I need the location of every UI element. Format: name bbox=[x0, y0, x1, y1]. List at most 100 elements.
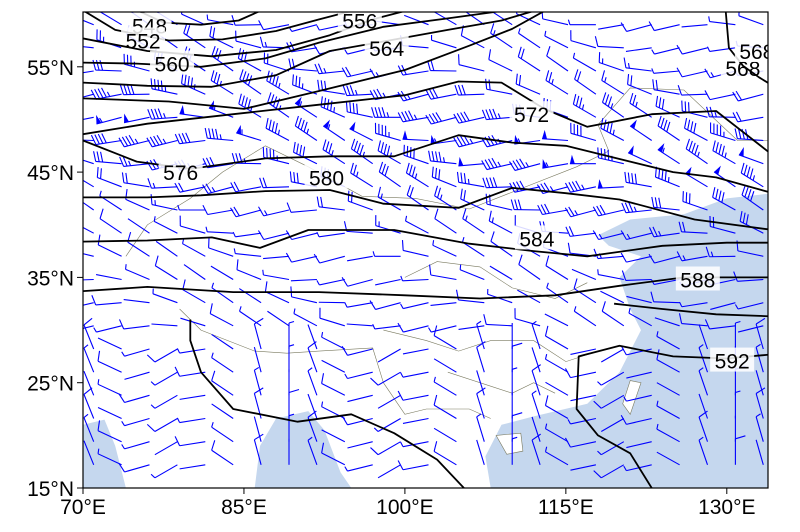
border-line bbox=[404, 261, 588, 299]
wind-barb bbox=[462, 208, 485, 234]
wind-barb bbox=[648, 21, 680, 32]
wind-barb bbox=[433, 394, 457, 419]
wind-barb bbox=[511, 342, 523, 373]
wind-barb bbox=[322, 119, 346, 141]
x-tick-label: 100°E bbox=[376, 496, 433, 519]
wind-barb bbox=[319, 307, 345, 327]
wind-barb bbox=[623, 57, 652, 72]
wind-barb bbox=[755, 387, 766, 419]
wind-barb bbox=[698, 344, 709, 373]
wind-barb bbox=[652, 79, 680, 95]
wind-barb bbox=[648, 226, 680, 238]
wind-barb bbox=[626, 371, 652, 379]
wind-barb bbox=[490, 231, 513, 257]
wind-barb bbox=[146, 418, 178, 432]
wind-barb bbox=[598, 24, 624, 30]
wind-barb bbox=[372, 251, 401, 257]
wind-barb bbox=[397, 390, 429, 401]
wind-barb bbox=[598, 52, 624, 72]
x-tick-label: 70°E bbox=[60, 496, 106, 519]
wind-barb bbox=[657, 143, 680, 165]
taiwan-island bbox=[622, 380, 642, 415]
wind-barb bbox=[321, 373, 346, 396]
wind-barb bbox=[544, 313, 569, 327]
wind-barb bbox=[624, 171, 652, 188]
border-line bbox=[125, 87, 768, 257]
wind-barb bbox=[573, 278, 597, 304]
wind-barb bbox=[316, 196, 345, 211]
wind-barb bbox=[374, 122, 401, 142]
wind-barb bbox=[564, 206, 597, 218]
wind-barb bbox=[83, 387, 95, 419]
wind-barb bbox=[509, 158, 541, 171]
wind-barb bbox=[601, 348, 625, 363]
wind-barb bbox=[594, 36, 624, 49]
wind-barb bbox=[230, 206, 262, 218]
wind-barb bbox=[433, 427, 457, 443]
wind-barb bbox=[564, 437, 597, 448]
contour-label: 592 bbox=[715, 351, 750, 374]
wind-barb bbox=[755, 370, 764, 396]
wind-barb bbox=[545, 381, 569, 396]
plot-frame bbox=[82, 11, 769, 489]
wind-barb bbox=[118, 134, 150, 148]
wind-barb bbox=[83, 413, 95, 442]
wind-barb bbox=[174, 182, 206, 193]
wind-barb bbox=[544, 325, 569, 350]
wind-barb bbox=[600, 290, 625, 304]
wind-barb bbox=[307, 367, 318, 396]
wind-barb bbox=[482, 177, 513, 189]
wind-barb bbox=[656, 382, 680, 396]
wind-barb bbox=[656, 423, 680, 443]
wind-barb bbox=[710, 302, 736, 310]
wind-barb bbox=[83, 70, 94, 76]
wind-barb bbox=[704, 319, 736, 330]
wind-barb bbox=[341, 277, 373, 287]
wind-barb bbox=[83, 116, 94, 123]
wind-barb bbox=[627, 74, 652, 95]
wind-barb bbox=[456, 171, 485, 188]
wind-barb bbox=[676, 44, 708, 55]
wind-barb bbox=[597, 371, 625, 386]
wind-barb bbox=[570, 348, 597, 355]
wind-barb bbox=[176, 417, 206, 424]
wind-barb bbox=[253, 346, 262, 373]
wind-barb bbox=[620, 252, 652, 263]
wind-barb bbox=[377, 394, 401, 409]
wind-barb bbox=[211, 370, 234, 396]
wind-barb bbox=[476, 387, 486, 419]
wind-barb bbox=[92, 59, 122, 72]
wind-barb bbox=[433, 376, 457, 396]
wind-barb bbox=[350, 162, 373, 188]
wind-barb bbox=[321, 359, 346, 373]
wind-barb bbox=[567, 417, 597, 425]
wind-barb bbox=[656, 400, 680, 419]
wind-barb bbox=[285, 252, 318, 263]
wind-barb bbox=[293, 308, 318, 327]
wind-barb bbox=[232, 231, 262, 238]
wind-barb bbox=[93, 151, 122, 165]
wind-barb bbox=[733, 271, 764, 282]
wind-barb bbox=[402, 417, 429, 425]
contour-label: 568 bbox=[739, 41, 774, 64]
contour-line bbox=[83, 12, 501, 68]
wind-barb bbox=[83, 220, 94, 234]
wind-barb bbox=[83, 440, 95, 466]
wind-barb bbox=[179, 394, 206, 400]
wind-barb bbox=[597, 441, 625, 456]
wind-barb bbox=[97, 350, 122, 373]
wind-barb bbox=[655, 95, 680, 118]
wind-barb bbox=[434, 208, 457, 234]
wind-barb bbox=[373, 418, 401, 432]
axis-ticks: 70°E 85°E 100°E 115°E 130°E 55°N 45°N 35°N 25°N 1… bbox=[27, 57, 755, 519]
wind-barb bbox=[83, 249, 94, 257]
contour-line bbox=[83, 12, 545, 110]
wind-barb bbox=[678, 313, 708, 327]
wind-barb bbox=[572, 94, 597, 118]
wind-barb bbox=[620, 415, 652, 425]
contour-line bbox=[575, 344, 768, 488]
wind-barb bbox=[397, 460, 429, 471]
wind-barb bbox=[151, 323, 178, 327]
wind-barb bbox=[518, 254, 541, 280]
wind-barb bbox=[656, 349, 680, 373]
